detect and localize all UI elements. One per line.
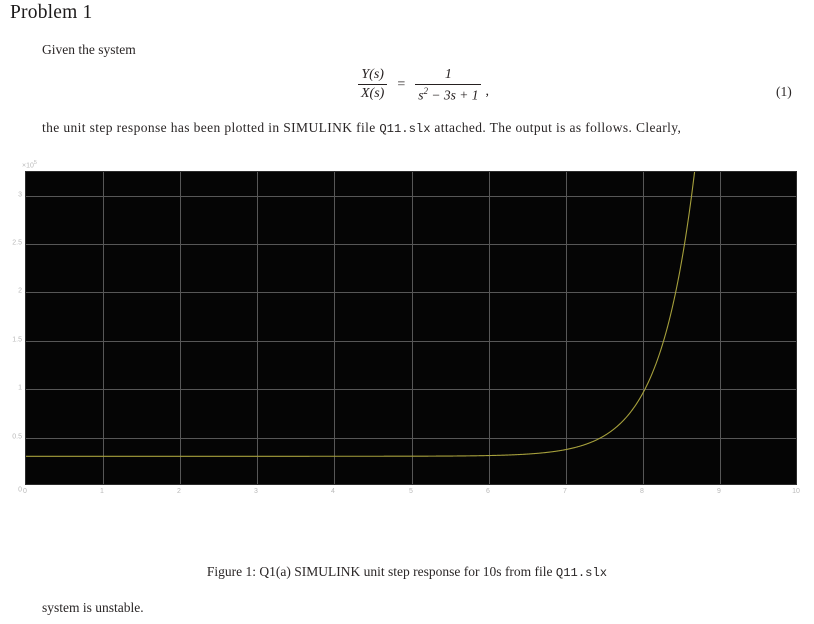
fraction-left-bar bbox=[358, 84, 388, 86]
paragraph-given-the-system: Given the system bbox=[42, 42, 136, 57]
page-title: Problem 1 bbox=[10, 2, 93, 23]
fraction-right: 1 s2 − 3s + 1 bbox=[412, 66, 484, 103]
equals-sign: = bbox=[397, 76, 406, 92]
fraction-right-bar bbox=[415, 83, 482, 85]
gridline-horizontal bbox=[26, 196, 796, 197]
gridline-horizontal bbox=[26, 341, 796, 342]
display-equation: Y(s) X(s) = 1 s2 − 3s + 1 , bbox=[0, 66, 814, 112]
gridline-vertical bbox=[720, 172, 721, 484]
equation-number: (1) bbox=[776, 84, 792, 99]
fraction-left-numerator: Y(s) bbox=[361, 67, 384, 83]
y-tick-label: 3 bbox=[18, 191, 22, 199]
gridline-vertical bbox=[566, 172, 567, 484]
x-tick-label: 10 bbox=[792, 488, 800, 495]
y-tick-label: 1 bbox=[18, 384, 22, 392]
figure-caption-text: Figure 1: Q1(a) SIMULINK unit step respo… bbox=[206, 564, 556, 579]
response-curve-line bbox=[26, 172, 696, 457]
paragraph-system-unstable: system is unstable. bbox=[42, 600, 144, 615]
y-tick-label: 2 bbox=[18, 287, 22, 295]
gridline-horizontal bbox=[26, 438, 796, 439]
x-tick-label: 4 bbox=[331, 488, 335, 495]
equation-body: Y(s) X(s) = 1 s2 − 3s + 1 , bbox=[355, 66, 489, 103]
denominator-s-symbol: s bbox=[418, 87, 424, 103]
gridline-vertical bbox=[489, 172, 490, 484]
fraction-right-numerator: 1 bbox=[444, 67, 452, 82]
figure-caption: Figure 1: Q1(a) SIMULINK unit step respo… bbox=[0, 564, 814, 580]
fraction-right-denominator: s2 − 3s + 1 bbox=[415, 85, 481, 104]
y-tick-label: 1.5 bbox=[12, 336, 22, 344]
plot-axes-area bbox=[25, 171, 797, 485]
x-tick-label: 1 bbox=[100, 488, 104, 495]
gridline-vertical bbox=[334, 172, 335, 484]
gridline-horizontal bbox=[26, 389, 796, 390]
gridline-horizontal bbox=[26, 244, 796, 245]
x-tick-label: 2 bbox=[177, 488, 181, 495]
x-tick-label: 6 bbox=[486, 488, 490, 495]
response-curve-svg bbox=[26, 172, 696, 457]
gridline-horizontal bbox=[26, 292, 796, 293]
inline-code-filename: Q11.slx bbox=[379, 122, 431, 136]
gridline-vertical bbox=[103, 172, 104, 484]
y-axis-exponent-base: ×10 bbox=[22, 162, 34, 170]
denominator-exponent: 2 bbox=[423, 85, 429, 96]
x-tick-label: 0 bbox=[23, 488, 27, 495]
y-tick-label: 0.5 bbox=[12, 433, 22, 441]
fraction-left: Y(s) X(s) bbox=[355, 66, 390, 102]
denominator-rest: − 3s + 1 bbox=[428, 87, 479, 103]
gridline-vertical bbox=[257, 172, 258, 484]
x-tick-label: 5 bbox=[409, 488, 413, 495]
figure-matlab-plot: ×105 3 2.5 2 1.5 1 0.5 0 0 1 2 3 4 5 6 7… bbox=[0, 160, 814, 555]
x-tick-label: 7 bbox=[563, 488, 567, 495]
paragraph-unit-step-text-2: attached. The output is as follows. Clea… bbox=[430, 120, 682, 135]
paragraph-unit-step: the unit step response has been plotted … bbox=[42, 120, 814, 136]
x-tick-label: 3 bbox=[254, 488, 258, 495]
gridline-vertical bbox=[180, 172, 181, 484]
gridline-vertical bbox=[412, 172, 413, 484]
x-tick-label: 8 bbox=[640, 488, 644, 495]
fraction-left-denominator: X(s) bbox=[361, 86, 385, 102]
y-axis-exponent-power: 5 bbox=[33, 160, 37, 166]
paragraph-unit-step-text-1: the unit step response has been plotted … bbox=[42, 120, 380, 135]
figure-caption-code: Q11.slx bbox=[555, 566, 608, 580]
y-axis-exponent-label: ×105 bbox=[22, 160, 37, 169]
y-tick-label: 2.5 bbox=[12, 239, 22, 247]
equation-trailing-comma: , bbox=[485, 84, 489, 100]
gridline-vertical bbox=[643, 172, 644, 484]
x-tick-label: 9 bbox=[717, 488, 721, 495]
y-tick-label: 0 bbox=[18, 486, 22, 494]
